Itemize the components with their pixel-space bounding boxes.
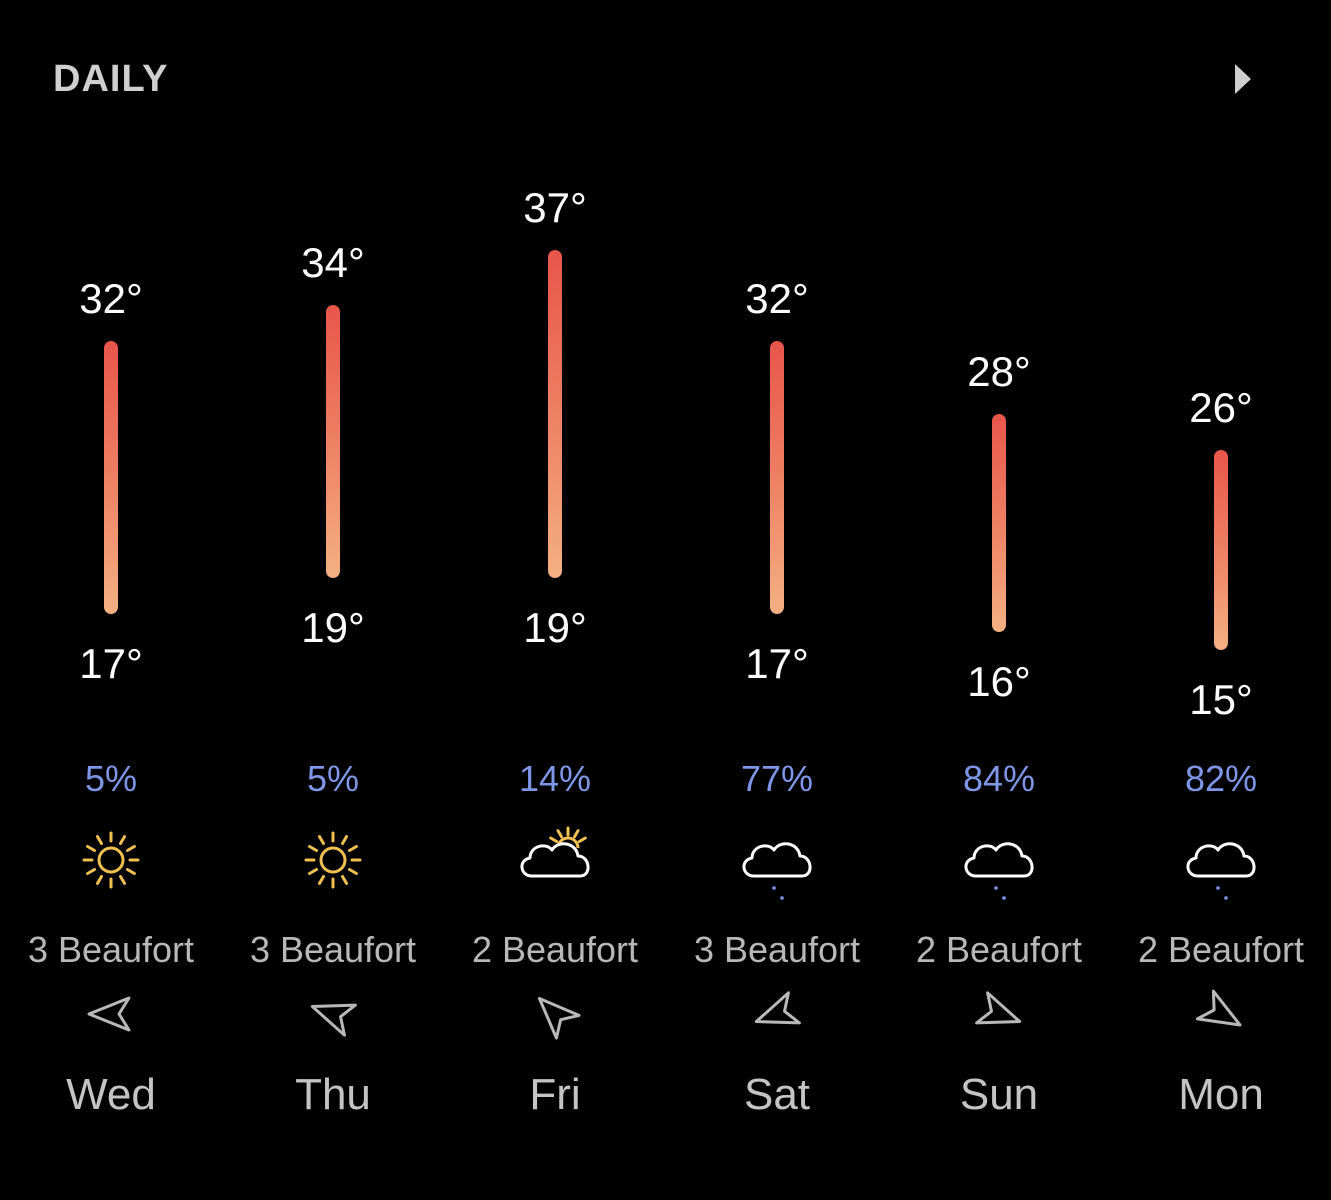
day-column-thu[interactable]: 34° 19° 5% 3 Beaufort Thu: [222, 0, 444, 1200]
wind-speed: 3 Beaufort: [27, 929, 195, 970]
temperature-range-bar: [770, 341, 784, 614]
temperature-range-bar: [326, 304, 340, 578]
chevron-right-icon: [1235, 64, 1251, 94]
temperature-range-bar: [104, 341, 118, 614]
day-label: Thu: [295, 1070, 371, 1119]
low-temp: 17°: [79, 640, 143, 687]
day-column-sun[interactable]: 28° 16° 84% 2 Beaufort Sun: [888, 0, 1110, 1200]
precipitation-chance: 84%: [962, 758, 1036, 799]
cloud-drizzle-icon: [1176, 818, 1266, 908]
sun-icon: [288, 818, 378, 908]
wind-direction-icon: [969, 984, 1029, 1044]
day-column-fri[interactable]: 37° 19° 14% 2 Beaufort Fri: [444, 0, 666, 1200]
wind-speed: 2 Beaufort: [1137, 929, 1305, 970]
sun-icon: [66, 818, 156, 908]
temperature-range-bar: [992, 413, 1006, 633]
precipitation-chance: 77%: [740, 758, 814, 799]
temperature-range-bar: [1214, 450, 1228, 651]
day-label: Sat: [743, 1070, 811, 1119]
wind-direction-icon: [1191, 984, 1251, 1044]
wind-speed: 3 Beaufort: [693, 929, 861, 970]
precipitation-chance: 5%: [306, 758, 360, 799]
wind-direction-icon: [525, 984, 585, 1044]
day-label: Mon: [1178, 1070, 1264, 1119]
low-temp: 19°: [301, 603, 365, 651]
high-temp: 26°: [1189, 384, 1253, 432]
high-temp: 32°: [79, 275, 143, 322]
high-temp: 37°: [523, 184, 587, 231]
cloud-drizzle-icon: [732, 818, 822, 908]
low-temp: 16°: [967, 658, 1031, 706]
wind-direction-icon: [81, 984, 141, 1044]
day-column-wed[interactable]: 32° 17° 5% 3 Beaufort Wed: [0, 0, 222, 1200]
day-label: Wed: [66, 1070, 156, 1119]
wind-direction-icon: [747, 984, 807, 1044]
high-temp: 28°: [967, 347, 1031, 395]
section-title: DAILY: [53, 58, 169, 100]
day-label: Sun: [959, 1070, 1039, 1119]
precipitation-chance: 14%: [518, 758, 592, 799]
cloud-drizzle-icon: [954, 818, 1044, 908]
wind-speed: 2 Beaufort: [471, 929, 639, 970]
low-temp: 19°: [523, 603, 587, 651]
high-temp: 32°: [745, 275, 809, 322]
low-temp: 15°: [1189, 676, 1253, 724]
low-temp: 17°: [745, 640, 809, 687]
day-column-mon[interactable]: 26° 15° 82% 2 Beaufort Mon: [1110, 0, 1331, 1200]
precipitation-chance: 5%: [84, 758, 138, 799]
high-temp: 34°: [301, 238, 365, 286]
precipitation-chance: 82%: [1184, 758, 1258, 799]
next-button[interactable]: [1222, 58, 1264, 100]
day-label: Fri: [529, 1070, 581, 1119]
wind-direction-icon: [303, 984, 363, 1044]
partly-cloudy-icon: [510, 818, 600, 908]
wind-speed: 3 Beaufort: [249, 929, 417, 970]
day-column-sat[interactable]: 32° 17° 77% 3 Beaufort Sat: [666, 0, 888, 1200]
temperature-range-bar: [548, 250, 562, 578]
wind-speed: 2 Beaufort: [915, 929, 1083, 970]
